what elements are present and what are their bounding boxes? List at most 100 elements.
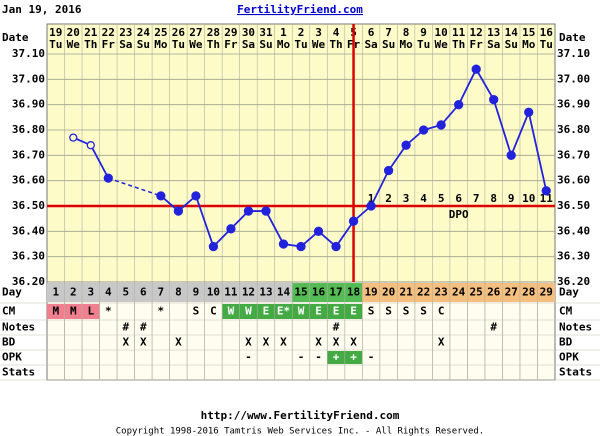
y-tick-label: 36.60 — [12, 174, 45, 187]
y-tick-label-right: 36.70 — [557, 148, 590, 161]
y-tick-label: 36.30 — [12, 250, 45, 263]
cell: M — [70, 305, 77, 318]
cell: - — [368, 351, 375, 364]
y-tick-label: 36.20 — [12, 275, 45, 288]
date: 26 — [172, 26, 186, 39]
weekday: Mo — [522, 38, 536, 51]
temperature-point — [243, 206, 254, 216]
weekday: Sa — [364, 38, 377, 51]
cell: S — [420, 305, 427, 318]
cell: C — [438, 305, 445, 318]
date: 31 — [259, 26, 273, 39]
temperature-point — [383, 165, 394, 176]
weekday: Mo — [399, 38, 413, 51]
y-tick-label: 37.10 — [12, 47, 45, 60]
weekday: Su — [137, 38, 150, 51]
gap-bridge — [108, 177, 162, 197]
cell: 6 — [140, 286, 147, 299]
cell: 14 — [277, 286, 291, 299]
weekday: Th — [84, 38, 97, 51]
temperature-point — [296, 241, 306, 252]
y-tick-label-right: 36.30 — [557, 250, 590, 263]
cell: 22 — [417, 286, 430, 299]
dpo-number: 6 — [455, 192, 462, 205]
cell: S — [385, 305, 392, 318]
cell: 21 — [399, 286, 413, 299]
cell: 8 — [175, 286, 182, 299]
weekday: Fr — [470, 38, 484, 51]
temperature-point — [278, 239, 289, 249]
row-label: Stats — [2, 366, 35, 379]
cell: + — [333, 351, 340, 364]
cell: 4 — [105, 286, 112, 299]
chart-date: Jan 19, 2016 — [2, 3, 82, 16]
row-label-right: Notes — [559, 321, 592, 334]
cell: W — [298, 305, 305, 318]
cell: + — [350, 351, 357, 364]
date: 24 — [137, 26, 151, 39]
temperature-point — [173, 206, 184, 216]
cell: 12 — [242, 286, 255, 299]
cell: E — [315, 305, 322, 318]
weekday: We — [435, 38, 449, 51]
date: 16 — [540, 26, 554, 39]
row-label-right: CM — [559, 305, 573, 318]
date: 30 — [242, 26, 255, 39]
date: 13 — [487, 26, 500, 39]
cell: 9 — [193, 286, 200, 299]
dpo-number: 5 — [438, 192, 445, 205]
date: 22 — [102, 26, 115, 39]
cell-highlight — [47, 304, 100, 319]
dpo-number: 8 — [490, 192, 497, 205]
cell: X — [438, 336, 445, 349]
weekday: We — [67, 38, 81, 51]
cell: 28 — [522, 286, 535, 299]
row-label-right: BD — [559, 336, 573, 349]
dpo-number: 4 — [420, 192, 427, 205]
dpo-number: 1 — [368, 192, 375, 205]
temperature-point — [524, 107, 534, 117]
plot-area — [46, 23, 556, 283]
weekday: Mo — [154, 38, 168, 51]
date: 29 — [224, 26, 237, 39]
cell: * — [105, 305, 112, 318]
cell: S — [368, 305, 375, 318]
date: 6 — [368, 26, 375, 39]
site-link[interactable]: FertilityFriend.com — [237, 3, 363, 16]
temperature-point — [454, 100, 464, 110]
temperature-point — [86, 141, 95, 150]
temperature-point — [261, 206, 271, 216]
date: 4 — [333, 26, 340, 39]
cell: X — [315, 336, 322, 349]
temperature-point — [436, 120, 446, 130]
footer-url[interactable]: http://www.FertilityFriend.com — [201, 409, 400, 422]
cell: 23 — [435, 286, 448, 299]
cell: 7 — [158, 286, 165, 299]
temperature-point — [191, 191, 201, 201]
date: 8 — [403, 26, 410, 39]
y-tick-label-right: 37.00 — [557, 72, 590, 85]
temperature-point — [348, 216, 359, 226]
dpo-number: 7 — [473, 192, 480, 205]
cell: 15 — [294, 286, 307, 299]
cell: W — [228, 305, 235, 318]
temperature-point — [401, 140, 411, 150]
cell: * — [158, 305, 165, 318]
cell: 19 — [364, 286, 377, 299]
temperature-point — [471, 64, 481, 74]
cell: 24 — [452, 286, 466, 299]
y-tick-label: 36.40 — [12, 224, 45, 237]
cell: 20 — [382, 286, 395, 299]
cell: # — [333, 321, 340, 334]
row-label: CM — [2, 305, 16, 318]
cell: W — [245, 305, 252, 318]
cell-highlight — [362, 283, 555, 302]
cell: 18 — [347, 286, 360, 299]
date: 19 — [49, 26, 62, 39]
weekday: We — [312, 38, 326, 51]
weekday: Th — [329, 38, 342, 51]
cell: E — [333, 305, 340, 318]
weekday: Th — [452, 38, 465, 51]
weekday: We — [189, 38, 203, 51]
row-label-right: OPK — [559, 351, 579, 364]
